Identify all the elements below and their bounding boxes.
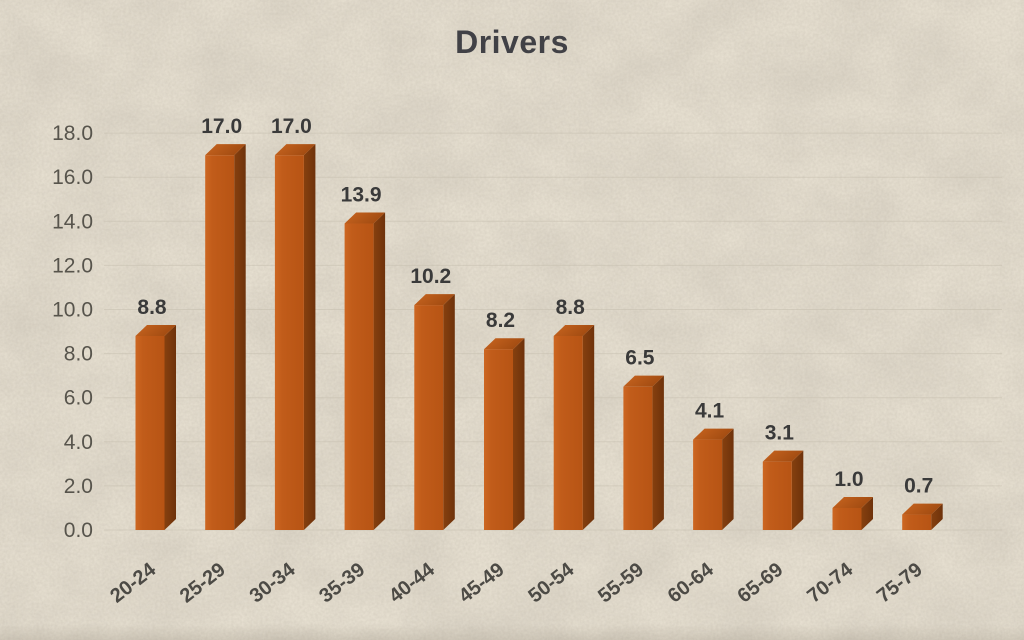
bar-column-60-64: 4.1 bbox=[693, 400, 734, 530]
bar-column-30-34: 17.0 bbox=[271, 115, 316, 530]
value-label: 0.7 bbox=[904, 475, 933, 498]
bar-column-50-54: 8.8 bbox=[553, 296, 595, 530]
bar-front-face bbox=[902, 514, 932, 530]
category-label: 60-64 bbox=[664, 558, 719, 607]
bar-side-face bbox=[931, 503, 943, 530]
bar-side-face bbox=[513, 338, 525, 530]
value-label: 8.8 bbox=[137, 296, 167, 319]
bar-side-face bbox=[722, 428, 734, 530]
y-axis-tick-label: 4.0 bbox=[64, 431, 93, 454]
bar-top-face bbox=[693, 428, 734, 440]
value-label: 13.9 bbox=[341, 184, 382, 207]
bar-front-face bbox=[693, 439, 723, 530]
bar-column-65-69: 3.1 bbox=[762, 422, 804, 530]
bar-front-face bbox=[344, 223, 374, 530]
bar-front-face bbox=[414, 305, 444, 530]
bar-top-face bbox=[274, 144, 316, 156]
bar-front-face bbox=[135, 335, 165, 530]
bar-top-face bbox=[623, 375, 664, 387]
bar-column-20-24: 8.8 bbox=[135, 296, 176, 530]
category-label: 45-49 bbox=[455, 559, 509, 608]
bar-top-face bbox=[832, 496, 873, 508]
bar-side-face bbox=[443, 294, 455, 530]
y-axis-tick-label: 2.0 bbox=[64, 475, 93, 498]
bar-front-face bbox=[623, 386, 653, 530]
bar-column-40-44: 10.2 bbox=[410, 265, 455, 530]
value-label: 17.0 bbox=[271, 115, 312, 138]
chart-title: Drivers bbox=[455, 24, 569, 60]
bar-top-face bbox=[135, 324, 176, 336]
category-label: 40-44 bbox=[385, 558, 440, 607]
bar-column-25-29: 17.0 bbox=[201, 115, 246, 530]
bar-side-face bbox=[652, 375, 664, 530]
y-axis-tick-label: 14.0 bbox=[52, 210, 93, 233]
bar-side-face bbox=[861, 496, 873, 530]
category-axis-labels-group: 20-24 25-29 30-34 35-39 40-44 45-49 50-54 55-59… bbox=[106, 558, 927, 607]
bar-column-45-49: 8.2 bbox=[484, 309, 525, 530]
value-label: 1.0 bbox=[834, 468, 863, 491]
value-label: 17.0 bbox=[201, 115, 242, 138]
y-axis-tick-label: 12.0 bbox=[52, 254, 93, 277]
category-label: 25-29 bbox=[176, 559, 230, 608]
bar-front-face bbox=[274, 155, 304, 530]
category-label: 75-79 bbox=[873, 559, 927, 608]
bar-column-55-59: 6.5 bbox=[623, 347, 664, 530]
y-axis-tick-label: 18.0 bbox=[52, 122, 93, 145]
category-label: 50-54 bbox=[524, 558, 579, 607]
value-label: 4.1 bbox=[695, 400, 725, 423]
y-axis-labels-group: 0.0 2.0 4.0 6.0 8.0 10.0 12.0 14.0 16.0 18.0 bbox=[52, 122, 93, 542]
bar-column-35-39: 13.9 bbox=[341, 184, 386, 530]
bar-top-face bbox=[902, 503, 943, 515]
category-label: 55-59 bbox=[594, 559, 648, 608]
bar-column-70-74: 1.0 bbox=[832, 468, 873, 530]
value-label: 10.2 bbox=[410, 265, 451, 288]
bar-top-face bbox=[553, 324, 595, 336]
bar-front-face bbox=[484, 349, 513, 530]
bar-top-face bbox=[344, 212, 386, 224]
y-axis-tick-label: 0.0 bbox=[64, 519, 93, 542]
bar-side-face bbox=[582, 324, 595, 530]
bar-side-face bbox=[791, 450, 804, 530]
bar-top-face bbox=[484, 338, 525, 350]
bar-column-75-79: 0.7 bbox=[902, 475, 943, 530]
bar-side-face bbox=[234, 144, 246, 530]
gridlines-group bbox=[104, 132, 1002, 531]
bar-side-face bbox=[164, 324, 176, 530]
value-label: 3.1 bbox=[765, 422, 795, 445]
category-label: 70-74 bbox=[803, 558, 858, 607]
bar-side-face bbox=[373, 212, 386, 530]
bar-side-face bbox=[303, 144, 316, 530]
value-label: 6.5 bbox=[625, 347, 655, 370]
category-label: 65-69 bbox=[734, 559, 788, 608]
y-axis-tick-label: 10.0 bbox=[52, 299, 93, 322]
bars-group: 8.8 17.0 17.0 13.9 10.2 8.2 8.8 6.5 4.1 3.1 1.0 0.7 bbox=[135, 115, 943, 530]
bar-top-face bbox=[205, 144, 246, 156]
bar-front-face bbox=[832, 507, 862, 530]
value-label: 8.2 bbox=[486, 309, 515, 332]
value-label: 8.8 bbox=[556, 296, 586, 319]
category-label: 30-34 bbox=[246, 558, 301, 607]
bar-front-face bbox=[762, 461, 792, 530]
category-label: 35-39 bbox=[315, 559, 369, 608]
y-axis-tick-label: 6.0 bbox=[64, 387, 93, 410]
bar-top-face bbox=[414, 294, 455, 306]
bar-front-face bbox=[553, 335, 583, 530]
y-axis-tick-label: 16.0 bbox=[52, 166, 93, 189]
y-axis-tick-label: 8.0 bbox=[64, 343, 93, 366]
category-label: 20-24 bbox=[106, 558, 161, 607]
bar-front-face bbox=[205, 155, 235, 530]
bar-top-face bbox=[762, 450, 804, 462]
